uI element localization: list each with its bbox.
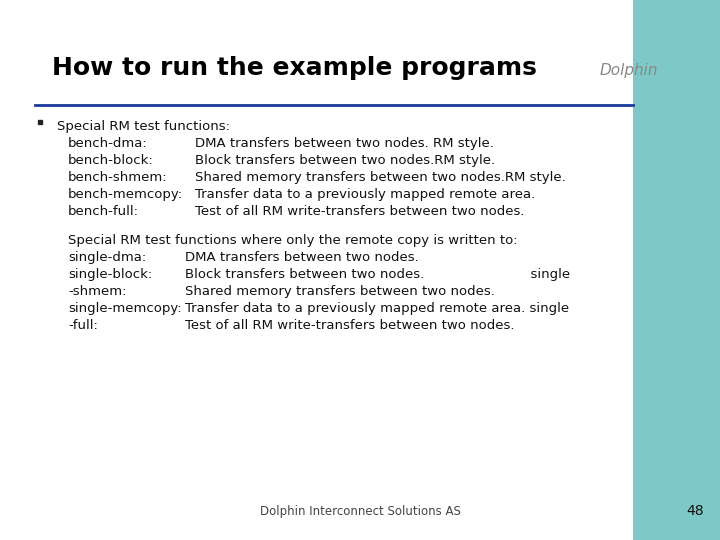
Text: single-memcopy:: single-memcopy: — [68, 302, 181, 315]
Text: single-block:: single-block: — [68, 268, 152, 281]
Text: Dolphin Interconnect Solutions AS: Dolphin Interconnect Solutions AS — [260, 505, 460, 518]
Text: bench-shmem:: bench-shmem: — [68, 171, 168, 184]
Text: -shmem:: -shmem: — [68, 285, 127, 298]
Text: Shared memory transfers between two nodes.: Shared memory transfers between two node… — [185, 285, 495, 298]
Text: Block transfers between two nodes.                         single: Block transfers between two nodes. singl… — [185, 268, 570, 281]
Text: Transfer data to a previously mapped remote area. single: Transfer data to a previously mapped rem… — [185, 302, 569, 315]
Text: 48: 48 — [686, 504, 704, 518]
Bar — [633, 0, 720, 540]
Text: bench-memcopy:: bench-memcopy: — [68, 188, 183, 201]
Text: Special RM test functions:: Special RM test functions: — [57, 120, 230, 133]
Text: DMA transfers between two nodes.: DMA transfers between two nodes. — [185, 251, 419, 264]
Text: -full:: -full: — [68, 319, 98, 332]
Text: Dolphin: Dolphin — [600, 63, 659, 78]
Text: Block transfers between two nodes.RM style.: Block transfers between two nodes.RM sty… — [195, 154, 495, 167]
Text: bench-block:: bench-block: — [68, 154, 154, 167]
Text: How to run the example programs: How to run the example programs — [52, 56, 537, 80]
Text: Test of all RM write-transfers between two nodes.: Test of all RM write-transfers between t… — [195, 205, 524, 218]
Text: bench-dma:: bench-dma: — [68, 137, 148, 150]
Text: Test of all RM write-transfers between two nodes.: Test of all RM write-transfers between t… — [185, 319, 515, 332]
Text: Shared memory transfers between two nodes.RM style.: Shared memory transfers between two node… — [195, 171, 566, 184]
Text: DMA transfers between two nodes. RM style.: DMA transfers between two nodes. RM styl… — [195, 137, 494, 150]
Text: single-dma:: single-dma: — [68, 251, 146, 264]
Text: bench-full:: bench-full: — [68, 205, 139, 218]
Text: Special RM test functions where only the remote copy is written to:: Special RM test functions where only the… — [68, 234, 518, 247]
Text: Transfer data to a previously mapped remote area.: Transfer data to a previously mapped rem… — [195, 188, 535, 201]
